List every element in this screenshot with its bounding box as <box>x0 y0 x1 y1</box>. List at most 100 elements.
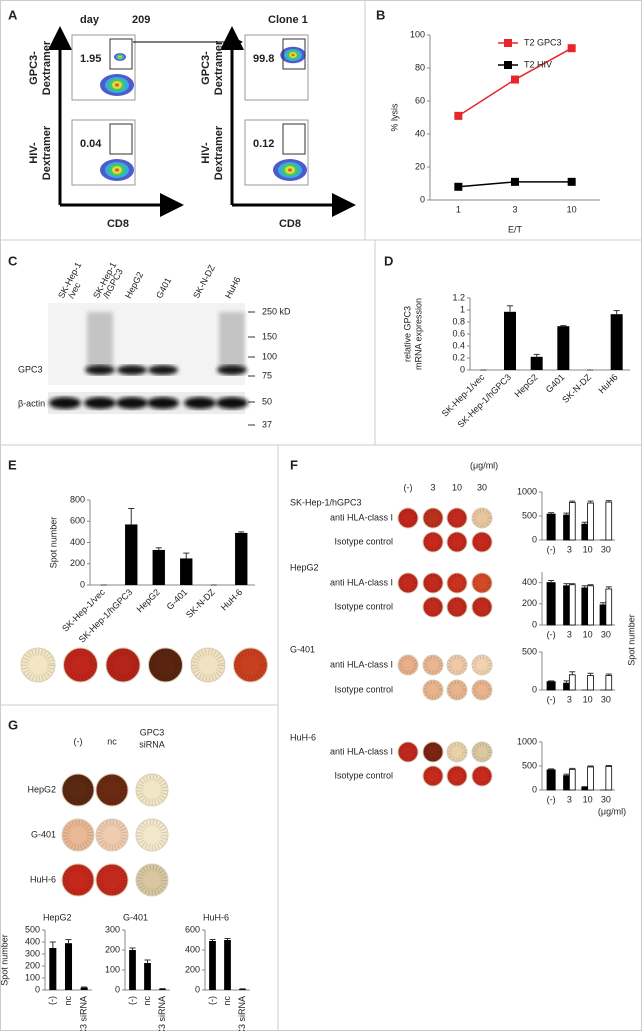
well-texture <box>234 648 267 682</box>
panel-label: F <box>290 457 298 472</box>
y-tick-label: 1000 <box>517 486 537 496</box>
band <box>184 397 216 409</box>
y-tick-label: 60 <box>415 95 425 105</box>
y-axis-label: Dextramer <box>41 125 53 180</box>
y-tick-label: 1.2 <box>452 292 465 302</box>
dose-label: 10 <box>452 482 462 492</box>
well-texture <box>472 655 492 675</box>
column-label: nc <box>107 736 117 746</box>
well-texture <box>398 508 418 528</box>
lane-label: HepG2 <box>123 270 145 300</box>
treatment-label: anti HLA-class I <box>330 746 393 756</box>
y-tick-label: 0 <box>460 364 465 374</box>
gate <box>109 123 133 155</box>
y-tick-label: 200 <box>25 960 40 970</box>
well <box>422 654 444 676</box>
legend-label: T2 GPC3 <box>524 37 562 47</box>
x-axis-label: CD8 <box>107 218 129 230</box>
gate <box>282 123 306 155</box>
y-tick-label: 200 <box>185 964 200 974</box>
chart-title: HepG2 <box>43 912 72 922</box>
well <box>446 654 468 676</box>
band <box>117 365 147 375</box>
bar <box>49 948 57 990</box>
well <box>471 596 493 618</box>
y-axis-label: % lysis <box>389 103 399 132</box>
x-axis-label: (μg/ml) <box>598 806 626 816</box>
gate-value: 0.12 <box>253 138 274 150</box>
well-texture <box>423 597 443 617</box>
y-tick-label: 100 <box>25 972 40 982</box>
band <box>148 365 178 375</box>
well <box>95 773 129 807</box>
bar <box>587 585 594 626</box>
well-texture <box>423 573 443 593</box>
y-tick-label: 0 <box>35 984 40 994</box>
y-tick-label: 500 <box>25 924 40 934</box>
well-texture <box>398 573 418 593</box>
well <box>446 765 468 787</box>
bar <box>557 326 570 370</box>
y-axis-label: HIV- <box>28 142 40 164</box>
well-texture <box>472 532 492 552</box>
well <box>422 596 444 618</box>
well <box>471 531 493 553</box>
legend-marker <box>504 39 512 47</box>
bar <box>605 501 613 541</box>
panel-label: E <box>8 457 17 472</box>
x-tick-label: (-) <box>47 996 57 1005</box>
well <box>233 647 268 683</box>
bar <box>530 356 543 370</box>
well-texture <box>423 766 443 786</box>
row-label: SK-Hep-1/hGPC3 <box>290 497 362 507</box>
marker-label: 50 <box>262 396 272 406</box>
row-label: HepG2 <box>290 562 319 572</box>
well <box>422 679 444 701</box>
bar <box>568 502 576 541</box>
well <box>397 654 419 676</box>
column-label: siRNA <box>139 739 165 749</box>
x-tick-label: (-) <box>547 544 556 554</box>
well-texture <box>423 742 443 762</box>
gate <box>282 38 306 70</box>
x-tick-label: GPC3 siRNA <box>157 996 167 1031</box>
bar <box>152 549 165 585</box>
well-texture <box>472 680 492 700</box>
well-texture <box>136 774 168 806</box>
well <box>397 507 419 529</box>
y-tick-label: 0.6 <box>452 328 465 338</box>
well-texture <box>136 864 168 896</box>
y-axis-label: GPC3- <box>28 51 40 85</box>
x-tick-label: nc <box>142 996 152 1006</box>
well <box>471 654 493 676</box>
day-label: day <box>80 14 100 26</box>
well-texture <box>447 573 467 593</box>
point <box>567 177 576 186</box>
y-tick-label: 200 <box>105 944 120 954</box>
x-tick-label: 3 <box>567 629 572 639</box>
band <box>217 365 247 375</box>
well-texture <box>398 742 418 762</box>
well-texture <box>447 680 467 700</box>
well-texture <box>96 864 128 896</box>
y-axis-label: HIV- <box>200 142 212 164</box>
well-texture <box>106 648 140 682</box>
well-texture <box>423 655 443 675</box>
y-axis-label: mRNA expression <box>413 298 423 370</box>
chart-title: HuH-6 <box>203 912 229 922</box>
bar <box>224 940 231 990</box>
bar <box>587 502 594 541</box>
dose-label: 30 <box>477 482 487 492</box>
y-tick-label: 40 <box>415 128 425 138</box>
y-tick-label: 0.8 <box>452 316 465 326</box>
x-tick-label: 10 <box>583 694 593 704</box>
lane-label: G401 <box>154 276 173 300</box>
well-texture <box>149 648 182 682</box>
well-texture <box>62 819 94 851</box>
cell-cloud <box>115 168 119 172</box>
well <box>397 741 419 763</box>
bar <box>546 513 556 541</box>
point <box>567 44 576 53</box>
y-tick-label: 0 <box>115 984 120 994</box>
bar <box>563 682 570 691</box>
